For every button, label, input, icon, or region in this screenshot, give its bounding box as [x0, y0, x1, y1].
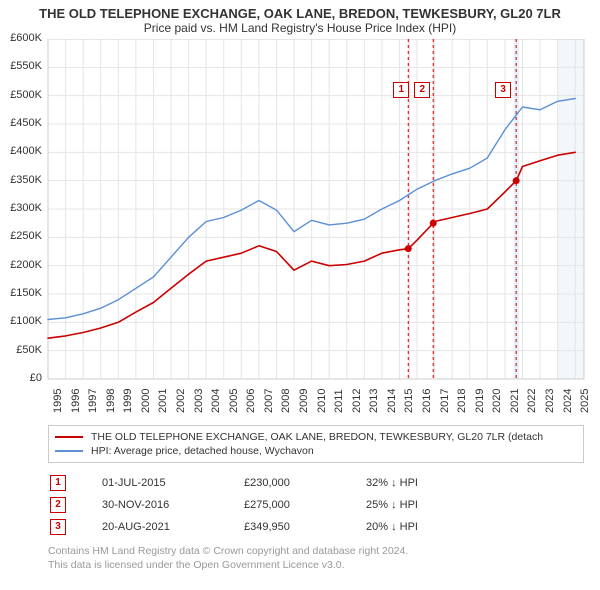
page-title: THE OLD TELEPHONE EXCHANGE, OAK LANE, BR… [0, 0, 600, 21]
x-tick-label: 2000 [140, 389, 152, 413]
x-tick-label: 2006 [245, 389, 257, 413]
legend-item: THE OLD TELEPHONE EXCHANGE, OAK LANE, BR… [55, 430, 577, 444]
y-tick-label: £0 [2, 372, 42, 384]
x-tick-label: 2015 [403, 389, 415, 413]
legend-item: HPI: Average price, detached house, Wych… [55, 444, 577, 458]
footer-line-2: This data is licensed under the Open Gov… [48, 559, 584, 573]
x-tick-label: 2017 [439, 389, 451, 413]
event-delta: 20% ↓ HPI [366, 517, 428, 537]
event-marker: 2 [414, 82, 430, 98]
x-tick-label: 2014 [386, 389, 398, 413]
x-tick-label: 2008 [280, 389, 292, 413]
y-tick-label: £300K [2, 202, 42, 214]
x-tick-label: 2001 [157, 389, 169, 413]
x-tick-label: 2005 [228, 389, 240, 413]
x-tick-label: 2023 [544, 389, 556, 413]
y-tick-label: £400K [2, 145, 42, 157]
legend-swatch [55, 436, 83, 438]
legend: THE OLD TELEPHONE EXCHANGE, OAK LANE, BR… [48, 425, 584, 463]
event-index: 2 [50, 497, 66, 513]
event-date: 01-JUL-2015 [102, 473, 242, 493]
event-delta: 32% ↓ HPI [366, 473, 428, 493]
event-index: 3 [50, 519, 66, 535]
x-tick-label: 2007 [263, 389, 275, 413]
x-tick-label: 2012 [351, 389, 363, 413]
legend-label: THE OLD TELEPHONE EXCHANGE, OAK LANE, BR… [91, 431, 543, 443]
event-row: 2 30-NOV-2016£275,00025% ↓ HPI [50, 495, 428, 515]
x-tick-label: 2019 [474, 389, 486, 413]
x-tick-label: 1996 [70, 389, 82, 413]
x-tick-label: 2022 [526, 389, 538, 413]
x-tick-label: 2018 [456, 389, 468, 413]
y-tick-label: £150K [2, 287, 42, 299]
x-tick-label: 2020 [491, 389, 503, 413]
x-tick-label: 2004 [210, 389, 222, 413]
chart-container: £0 £50K £100K £150K £200K £250K £300K £350K £400… [0, 39, 600, 419]
y-tick-label: £200K [2, 259, 42, 271]
footer-line-1: Contains HM Land Registry data © Crown c… [48, 545, 584, 559]
x-tick-label: 2025 [579, 389, 591, 413]
events-table: 1 01-JUL-2015£230,00032% ↓ HPI 2 30-NOV-201… [48, 471, 430, 539]
x-tick-label: 1997 [87, 389, 99, 413]
footer-attribution: Contains HM Land Registry data © Crown c… [48, 545, 584, 572]
x-tick-label: 2009 [298, 389, 310, 413]
event-index: 1 [50, 475, 66, 491]
x-tick-label: 1998 [105, 389, 117, 413]
y-tick-label: £50K [2, 344, 42, 356]
y-tick-label: £450K [2, 117, 42, 129]
event-price: £349,950 [244, 517, 364, 537]
event-date: 20-AUG-2021 [102, 517, 242, 537]
x-tick-label: 2010 [316, 389, 328, 413]
x-tick-label: 2024 [562, 389, 574, 413]
x-tick-label: 2016 [421, 389, 433, 413]
x-tick-label: 1995 [52, 389, 64, 413]
legend-swatch [55, 450, 83, 452]
y-tick-label: £550K [2, 60, 42, 72]
event-row: 1 01-JUL-2015£230,00032% ↓ HPI [50, 473, 428, 493]
event-row: 3 20-AUG-2021£349,95020% ↓ HPI [50, 517, 428, 537]
x-tick-label: 2003 [193, 389, 205, 413]
event-price: £230,000 [244, 473, 364, 493]
page-subtitle: Price paid vs. HM Land Registry's House … [0, 21, 600, 39]
y-tick-label: £250K [2, 230, 42, 242]
event-date: 30-NOV-2016 [102, 495, 242, 515]
event-price: £275,000 [244, 495, 364, 515]
event-delta: 25% ↓ HPI [366, 495, 428, 515]
x-tick-label: 2011 [333, 389, 345, 413]
x-tick-label: 2002 [175, 389, 187, 413]
x-tick-label: 2013 [368, 389, 380, 413]
event-marker: 1 [393, 82, 409, 98]
event-marker: 3 [495, 82, 511, 98]
x-tick-label: 2021 [509, 389, 521, 413]
legend-label: HPI: Average price, detached house, Wych… [91, 445, 314, 457]
y-tick-label: £100K [2, 315, 42, 327]
y-tick-label: £500K [2, 89, 42, 101]
y-tick-label: £600K [2, 32, 42, 44]
x-tick-label: 1999 [122, 389, 134, 413]
y-tick-label: £350K [2, 174, 42, 186]
